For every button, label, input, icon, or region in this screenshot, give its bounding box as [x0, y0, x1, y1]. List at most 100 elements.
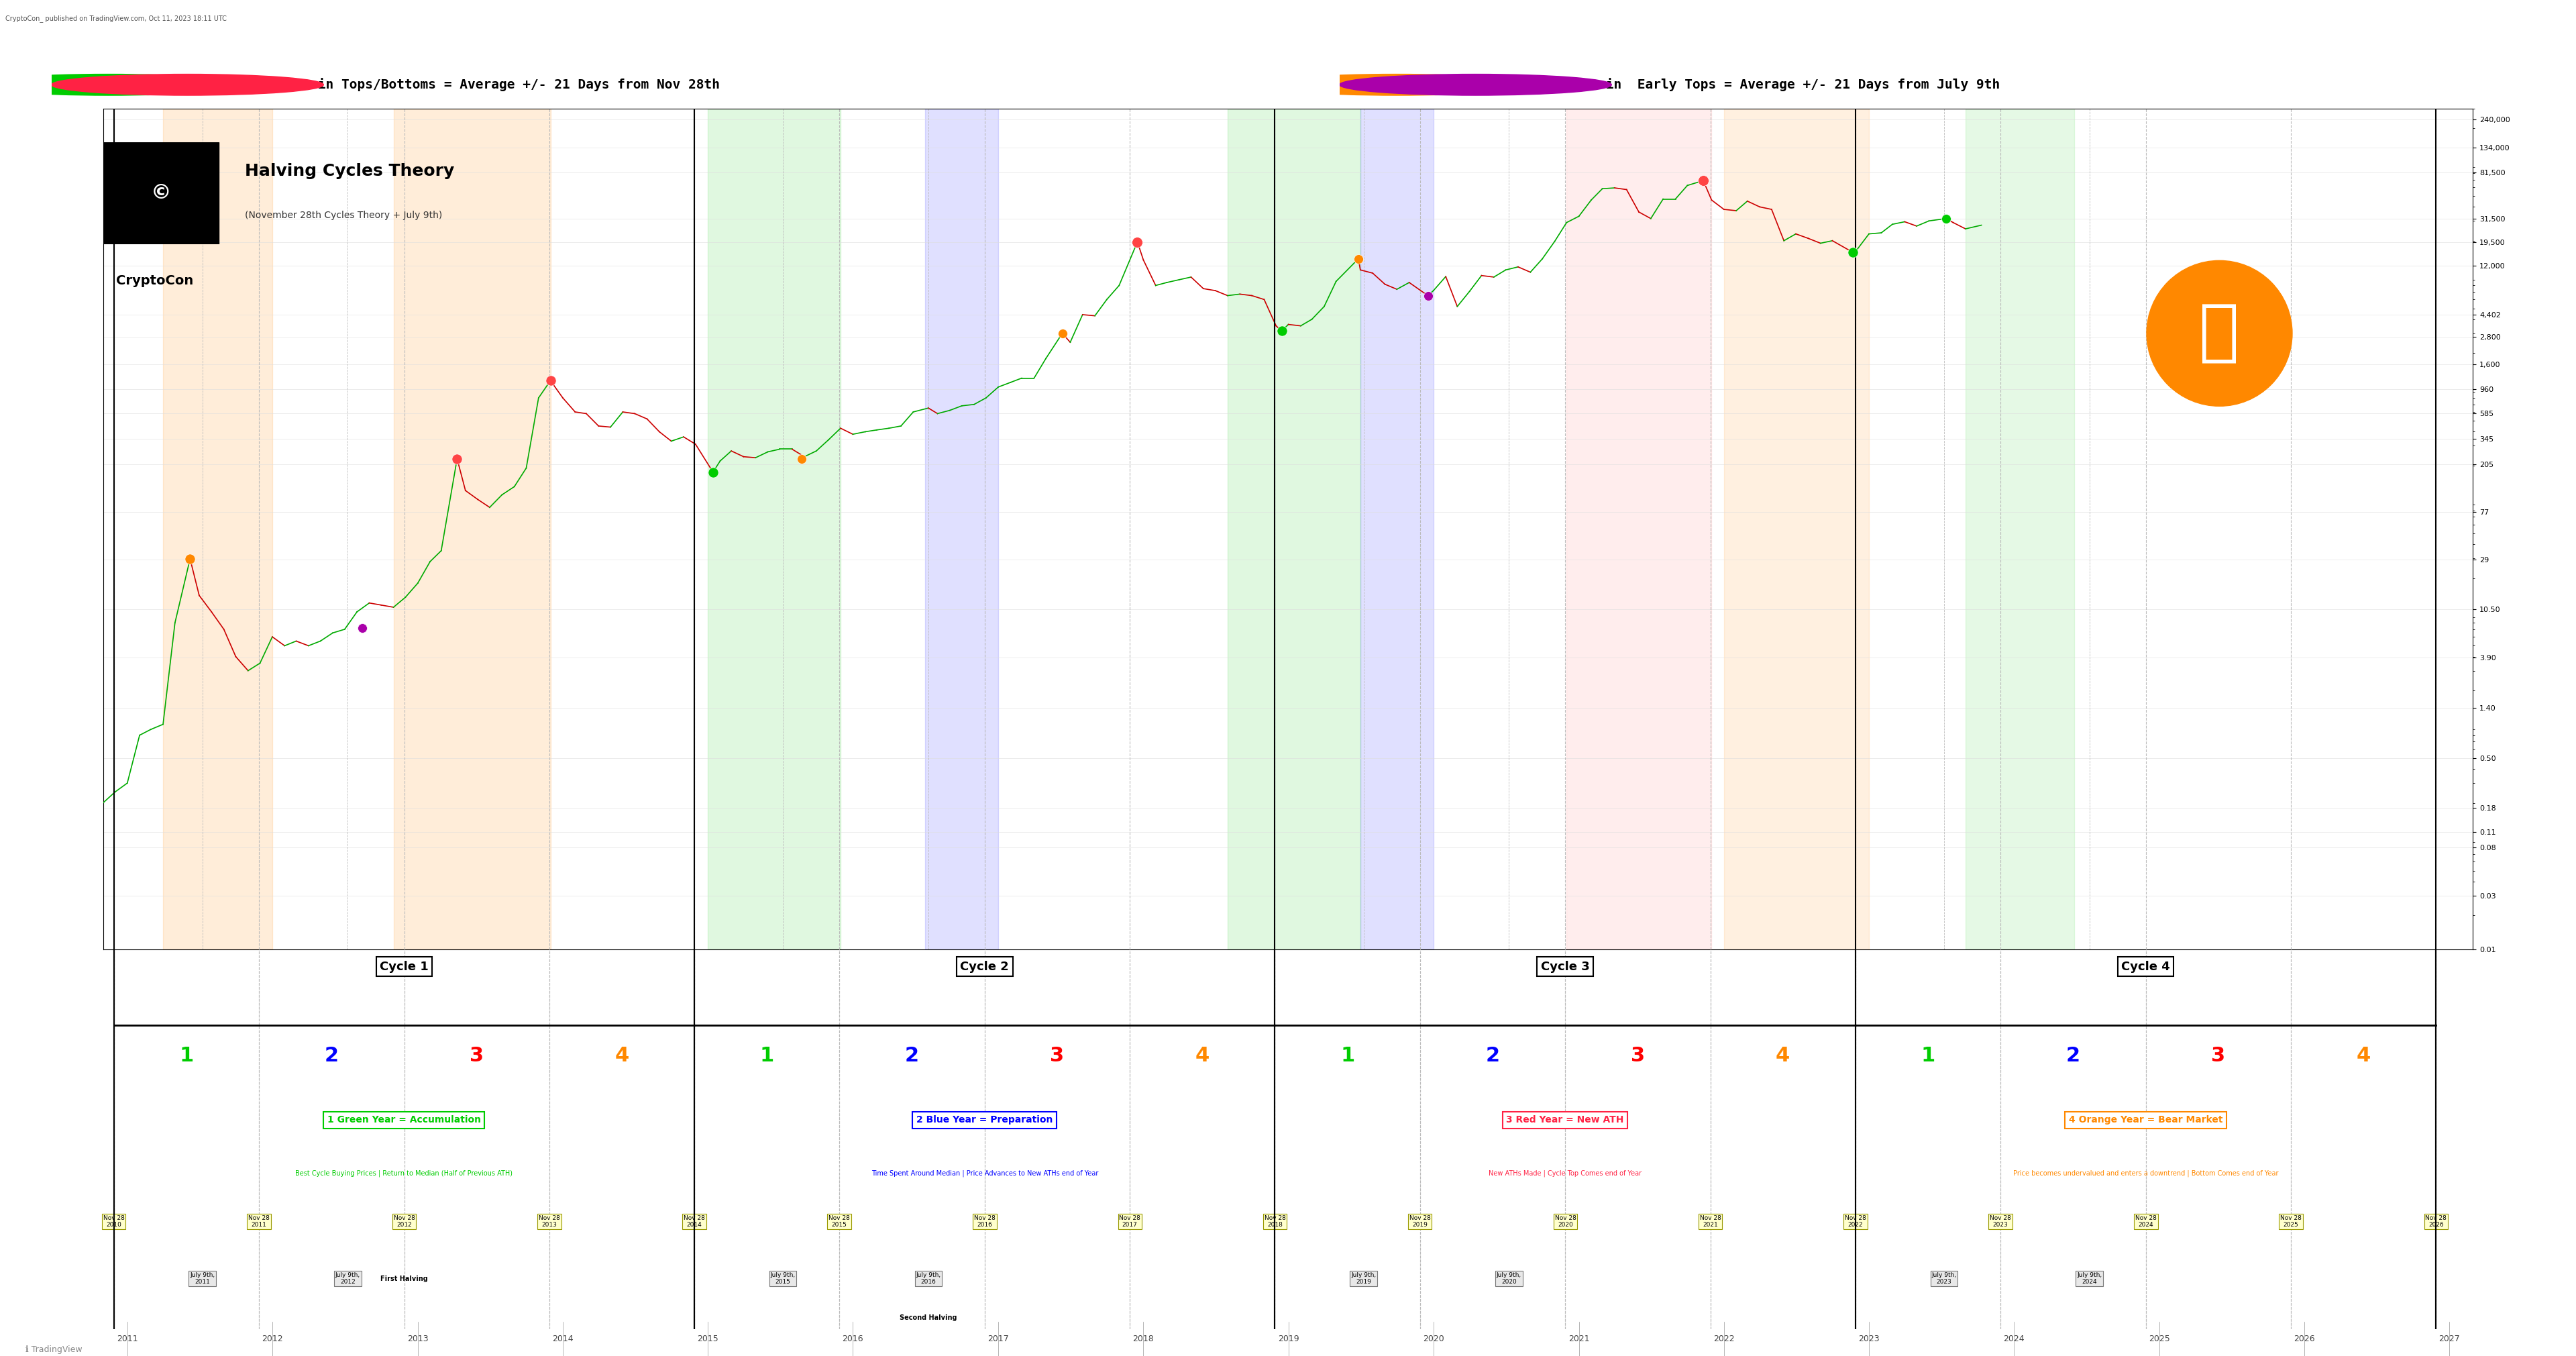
Text: 1: 1 [1340, 1045, 1355, 1066]
Point [1924, 207, 1965, 229]
Text: 2019: 2019 [1278, 1334, 1298, 1344]
Text: Nov 28
2010: Nov 28 2010 [103, 1215, 124, 1229]
Point [693, 461, 734, 483]
Text: 2011: 2011 [116, 1334, 139, 1344]
Point [1406, 285, 1448, 306]
Text: Bitcoin  Early Tops = Average +/- 21 Days from July 9th: Bitcoin Early Tops = Average +/- 21 Days… [1566, 79, 1999, 91]
Point [1337, 248, 1378, 270]
Circle shape [52, 75, 325, 95]
Text: 4: 4 [2357, 1045, 2370, 1066]
Text: 3: 3 [2210, 1045, 2226, 1066]
Text: Nov 28
2014: Nov 28 2014 [683, 1215, 706, 1229]
Point [781, 447, 822, 469]
Text: Nov 28
2025: Nov 28 2025 [2280, 1215, 2300, 1229]
Text: First Halving: First Halving [381, 1276, 428, 1283]
Text: 2017: 2017 [987, 1334, 1010, 1344]
Text: 2022: 2022 [1713, 1334, 1734, 1344]
Bar [1965, 108, 2074, 949]
Text: 2018: 2018 [1133, 1334, 1154, 1344]
Text: 2016: 2016 [842, 1334, 863, 1344]
Text: 2: 2 [2066, 1045, 2081, 1066]
Text: Nov 28
2019: Nov 28 2019 [1409, 1215, 1430, 1229]
Text: Bitcoin Tops/Bottoms = Average +/- 21 Days from Nov 28th: Bitcoin Tops/Bottoms = Average +/- 21 Da… [278, 79, 719, 91]
Bar [1566, 108, 1710, 949]
Text: Nov 28
2018: Nov 28 2018 [1265, 1215, 1285, 1229]
Text: 1: 1 [760, 1045, 773, 1066]
Text: ©: © [152, 183, 170, 203]
Point [343, 617, 384, 639]
Text: July 9th,
2012: July 9th, 2012 [335, 1272, 361, 1285]
Text: July 9th,
2011: July 9th, 2011 [191, 1272, 214, 1285]
Text: Halving Cycles Theory: Halving Cycles Theory [245, 163, 453, 179]
Text: 4: 4 [616, 1045, 629, 1066]
Bar [925, 108, 999, 949]
Text: 3: 3 [1051, 1045, 1064, 1066]
Text: 2021: 2021 [1569, 1334, 1589, 1344]
Point [1118, 231, 1159, 252]
Bar [1723, 108, 1870, 949]
Point [1262, 320, 1303, 342]
Text: Price becomes undervalued and enters a downtrend | Bottom Comes end of Year: Price becomes undervalued and enters a d… [2012, 1170, 2277, 1177]
Text: Nov 28
2013: Nov 28 2013 [538, 1215, 559, 1229]
Text: Nov 28
2017: Nov 28 2017 [1118, 1215, 1141, 1229]
Text: New ATHs Made | Cycle Top Comes end of Year: New ATHs Made | Cycle Top Comes end of Y… [1489, 1170, 1641, 1177]
Text: 4: 4 [1195, 1045, 1211, 1066]
Bar [708, 108, 840, 949]
Text: Nov 28
2023: Nov 28 2023 [1989, 1215, 2012, 1229]
Text: 1 Green Year = Accumulation: 1 Green Year = Accumulation [327, 1116, 482, 1124]
Text: July 9th,
2016: July 9th, 2016 [917, 1272, 940, 1285]
Point [1682, 170, 1723, 191]
Text: CryptoCon: CryptoCon [116, 275, 193, 287]
Text: 2020: 2020 [1422, 1334, 1445, 1344]
Text: Cycle 4: Cycle 4 [2120, 960, 2169, 972]
Point [435, 447, 477, 469]
Text: 3: 3 [469, 1045, 484, 1066]
Text: Nov 28
2020: Nov 28 2020 [1556, 1215, 1577, 1229]
Point [170, 548, 211, 570]
Text: 2025: 2025 [2148, 1334, 2169, 1344]
Text: Nov 28
2026: Nov 28 2026 [2427, 1215, 2447, 1229]
Text: (November 28th Cycles Theory + July 9th): (November 28th Cycles Theory + July 9th) [245, 212, 443, 220]
FancyBboxPatch shape [103, 142, 219, 244]
Text: 2023: 2023 [1857, 1334, 1880, 1344]
Text: Nov 28
2012: Nov 28 2012 [394, 1215, 415, 1229]
Point [1041, 323, 1082, 344]
Text: 4 Orange Year = Bear Market: 4 Orange Year = Bear Market [2069, 1116, 2223, 1124]
Text: Cycle 3: Cycle 3 [1540, 960, 1589, 972]
Text: Nov 28
2024: Nov 28 2024 [2136, 1215, 2156, 1229]
Bar [1229, 108, 1360, 949]
Text: July 9th,
2020: July 9th, 2020 [1497, 1272, 1522, 1285]
Text: July 9th,
2024: July 9th, 2024 [2076, 1272, 2102, 1285]
Text: July 9th,
2023: July 9th, 2023 [1932, 1272, 1958, 1285]
Point [1832, 241, 1873, 263]
Circle shape [1340, 75, 1613, 95]
Text: Best Cycle Buying Prices | Return to Median (Half of Previous ATH): Best Cycle Buying Prices | Return to Med… [296, 1170, 513, 1177]
Text: 2024: 2024 [2004, 1334, 2025, 1344]
Text: Nov 28
2015: Nov 28 2015 [829, 1215, 850, 1229]
Text: 1: 1 [180, 1045, 193, 1066]
Text: Nov 28
2022: Nov 28 2022 [1844, 1215, 1865, 1229]
Text: Cycle 1: Cycle 1 [379, 960, 428, 972]
Text: 2: 2 [1486, 1045, 1499, 1066]
Text: Cycle 2: Cycle 2 [961, 960, 1010, 972]
Text: 2: 2 [904, 1045, 920, 1066]
Text: 1: 1 [1922, 1045, 1935, 1066]
Text: 2014: 2014 [551, 1334, 574, 1344]
Text: 3: 3 [1631, 1045, 1646, 1066]
Text: Nov 28
2011: Nov 28 2011 [247, 1215, 270, 1229]
Text: Second Halving: Second Halving [899, 1314, 958, 1321]
Text: CryptoCon_ published on TradingView.com, Oct 11, 2023 18:11 UTC: CryptoCon_ published on TradingView.com,… [5, 15, 227, 22]
Text: July 9th,
2019: July 9th, 2019 [1350, 1272, 1376, 1285]
Text: 2013: 2013 [407, 1334, 428, 1344]
Text: July 9th,
2015: July 9th, 2015 [770, 1272, 796, 1285]
Text: Time Spent Around Median | Price Advances to New ATHs end of Year: Time Spent Around Median | Price Advance… [871, 1170, 1097, 1177]
Text: 2027: 2027 [2439, 1334, 2460, 1344]
Text: 2 Blue Year = Preparation: 2 Blue Year = Preparation [917, 1116, 1054, 1124]
Text: 2: 2 [325, 1045, 337, 1066]
Text: 3 Red Year = New ATH: 3 Red Year = New ATH [1507, 1116, 1623, 1124]
Bar [394, 108, 551, 949]
Circle shape [1260, 75, 1533, 95]
Text: Nov 28
2016: Nov 28 2016 [974, 1215, 994, 1229]
Text: 2015: 2015 [698, 1334, 719, 1344]
Text: 4: 4 [1775, 1045, 1790, 1066]
